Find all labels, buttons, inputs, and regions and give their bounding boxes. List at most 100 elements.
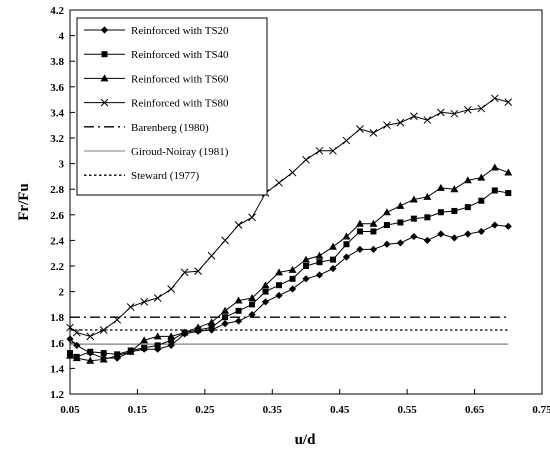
marker-x-stroke	[66, 323, 74, 332]
marker-triangle	[140, 336, 149, 344]
marker-x-stroke	[140, 297, 149, 306]
y-tick-label: 4.2	[50, 5, 64, 17]
marker-x-stroke	[86, 332, 95, 341]
marker-diamond	[477, 227, 485, 236]
series-line	[69, 189, 509, 358]
legend-label: Reinforced with TS60	[131, 73, 229, 85]
marker-diamond	[234, 317, 243, 325]
marker-diamond	[356, 245, 364, 253]
marker-x-stroke	[100, 98, 109, 107]
marker-x-stroke	[356, 125, 364, 133]
series-4	[66, 94, 513, 341]
marker-triangle	[234, 296, 243, 304]
marker-triangle	[396, 201, 405, 209]
marker-triangle	[423, 192, 432, 200]
legend-label: Reinforced with TS80	[131, 98, 229, 110]
marker-x-stroke	[342, 136, 351, 145]
marker-triangle	[463, 176, 472, 184]
marker-diamond	[369, 245, 378, 253]
marker-x-stroke	[463, 105, 472, 114]
marker-triangle	[153, 332, 162, 340]
marker-x-stroke	[153, 294, 162, 302]
marker-triangle	[126, 347, 135, 355]
marker-triangle	[248, 294, 257, 301]
marker-square	[437, 209, 444, 216]
marker-square	[141, 344, 148, 351]
series-line	[69, 224, 509, 359]
y-tick-label: 2.4	[50, 235, 64, 247]
y-tick-label: 1.4	[50, 363, 64, 375]
marker-diamond	[410, 232, 418, 241]
y-axis-title: Fr/Fu	[16, 183, 32, 221]
marker-square	[410, 215, 417, 222]
marker-triangle	[436, 183, 445, 191]
marker-triangle	[342, 232, 351, 240]
marker-diamond	[450, 234, 458, 242]
marker-x-stroke	[234, 221, 243, 229]
marker-diamond	[66, 335, 74, 343]
x-tick-label: 0.05	[60, 404, 80, 416]
series-1	[66, 221, 512, 362]
marker-x-stroke	[288, 168, 297, 177]
marker-diamond	[302, 275, 310, 283]
marker-square	[356, 228, 363, 235]
marker-triangle	[207, 318, 216, 326]
marker-diamond	[275, 291, 283, 300]
marker-x-stroke	[167, 285, 175, 293]
marker-diamond	[437, 230, 445, 238]
marker-diamond	[396, 239, 404, 247]
legend-item: Reinforced with TS40	[84, 49, 229, 61]
marker-x-stroke	[437, 108, 445, 117]
x-tick-label: 0.25	[195, 404, 215, 416]
marker-x-stroke	[490, 94, 499, 103]
marker-x-stroke	[329, 146, 337, 155]
marker-triangle	[275, 268, 284, 276]
marker-diamond	[464, 230, 472, 238]
marker-square	[276, 282, 283, 289]
marker-triangle	[100, 74, 109, 82]
legend-item: Steward (1977)	[84, 170, 199, 182]
marker-triangle	[477, 173, 486, 181]
marker-triangle	[288, 265, 297, 273]
y-tick-label: 3.4	[50, 107, 64, 119]
marker-triangle	[194, 323, 203, 331]
marker-triangle	[490, 163, 499, 171]
marker-triangle	[450, 185, 459, 193]
marker-triangle	[382, 208, 391, 216]
tick-layer: 0.05 0.15 0.25 0.35 0.45 0.55 0.65 0.75 1.2 1.4 1.…	[50, 5, 550, 416]
marker-diamond	[248, 311, 256, 319]
marker-x-stroke	[180, 268, 189, 277]
marker-square	[208, 324, 215, 331]
legend-label: Reinforced with TS20	[131, 25, 229, 37]
series-line	[69, 166, 509, 362]
marker-square	[249, 301, 256, 308]
marker-x-stroke	[477, 104, 486, 113]
y-tick-label: 2	[59, 287, 65, 299]
legend-box	[76, 17, 268, 196]
y-tick-label: 1.6	[50, 338, 64, 350]
marker-x-stroke	[126, 303, 135, 311]
y-tick-label: 3.6	[50, 82, 64, 94]
legend-item: Reinforced with TS20	[84, 25, 229, 37]
marker-square	[303, 263, 309, 269]
x-tick-label: 0.45	[330, 404, 350, 416]
marker-x-stroke	[275, 178, 283, 187]
marker-triangle	[113, 351, 122, 359]
legend-item: Reinforced with TS60	[84, 73, 229, 85]
marker-triangle	[66, 351, 74, 359]
marker-diamond	[154, 345, 162, 353]
marker-triangle	[261, 281, 270, 289]
marker-x-stroke	[396, 118, 405, 127]
marker-triangle	[369, 219, 378, 227]
y-tick-label: 3.2	[50, 133, 64, 145]
marker-diamond	[383, 240, 391, 248]
x-tick-label: 0.75	[532, 404, 550, 416]
marker-diamond	[167, 341, 175, 349]
marker-square	[451, 207, 458, 214]
marker-x-stroke	[207, 251, 216, 260]
marker-square	[154, 342, 161, 349]
marker-x-stroke	[248, 213, 256, 222]
marker-triangle	[315, 251, 324, 259]
marker-triangle	[86, 356, 95, 364]
legend-label: Giroud-Noiray (1981)	[131, 146, 229, 158]
